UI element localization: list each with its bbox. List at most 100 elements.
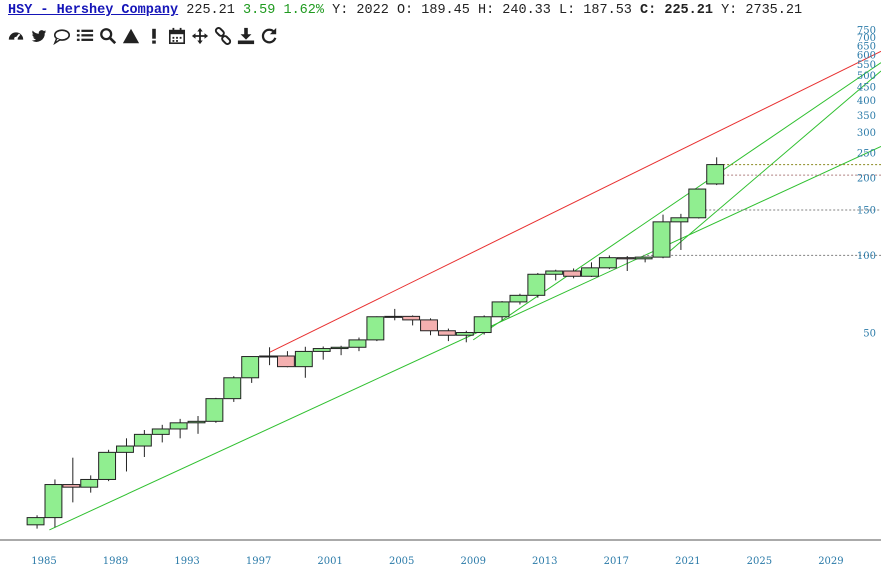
comment-icon[interactable]: [52, 26, 72, 46]
candle: [563, 268, 582, 279]
candle: [151, 424, 170, 443]
candle-body: [455, 332, 474, 336]
candle-body: [151, 428, 170, 435]
candle-body: [277, 355, 295, 368]
x-tick-label: 2021: [675, 556, 700, 567]
candle: [473, 315, 492, 335]
move-icon[interactable]: [190, 26, 210, 46]
exclamation-icon[interactable]: [144, 26, 164, 46]
candle-body: [670, 217, 689, 223]
candle: [688, 188, 707, 219]
candle-body: [509, 294, 528, 303]
candle-body: [563, 270, 582, 277]
candle: [294, 346, 313, 378]
open-value: O: 189.45: [396, 3, 470, 18]
candle: [98, 449, 117, 482]
candle-body: [491, 301, 510, 318]
candle-body: [312, 348, 331, 352]
candle-body: [169, 422, 188, 430]
candle: [223, 376, 242, 402]
candle-body: [616, 257, 635, 260]
candle: [616, 255, 635, 272]
dashboard-icon[interactable]: [6, 26, 26, 46]
y-tick-label: 350: [857, 111, 876, 122]
candle: [527, 272, 546, 298]
candle-body: [348, 339, 367, 348]
candle-body: [294, 350, 313, 368]
candle: [80, 475, 99, 493]
list-icon[interactable]: [75, 26, 95, 46]
candle: [277, 351, 295, 368]
candle-body: [581, 267, 599, 277]
candle: [581, 262, 599, 277]
price-change-percent: 1.62%: [283, 3, 324, 18]
price-change: 3.59: [242, 3, 276, 18]
link-icon[interactable]: [213, 26, 233, 46]
period-year: Y: 2022: [332, 3, 389, 18]
y-tick-label: 650: [857, 42, 876, 53]
refresh-icon[interactable]: [259, 26, 279, 46]
x-tick-label: 2005: [389, 556, 414, 567]
twitter-icon[interactable]: [29, 26, 49, 46]
trendline-0: [269, 50, 881, 353]
candle: [706, 157, 725, 186]
close-value: 225.21: [664, 3, 713, 18]
candle-body: [366, 316, 385, 341]
candle-body: [527, 273, 546, 296]
candle: [187, 416, 206, 434]
candle: [44, 479, 63, 528]
low-value: L: 187.53: [559, 3, 632, 18]
x-tick-label: 2025: [747, 556, 772, 567]
candle-body: [330, 346, 349, 350]
candle: [598, 255, 617, 270]
candles: [26, 157, 725, 529]
candle-body: [420, 319, 438, 332]
x-tick-label: 1989: [103, 556, 128, 567]
candle-body: [437, 330, 456, 336]
y-axis: 50 100 150 200 250 300 350 400 45050055060065070…: [857, 26, 876, 340]
y-tick-label: 250: [857, 148, 876, 159]
candle-body: [116, 445, 134, 453]
toolbar: [6, 26, 279, 46]
x-tick-label: 1997: [246, 556, 271, 567]
candle-body: [545, 270, 564, 275]
candle: [133, 430, 152, 458]
download-icon[interactable]: [236, 26, 256, 46]
candle: [169, 418, 188, 439]
y-tick-label: 100: [857, 251, 876, 262]
y-tick-label: 50: [863, 328, 876, 339]
search-icon[interactable]: [98, 26, 118, 46]
candle: [330, 345, 349, 356]
candle: [437, 328, 456, 342]
y-tick-label: 550: [857, 60, 876, 71]
x-tick-label: 1985: [31, 556, 56, 567]
x-tick-label: 2009: [461, 556, 486, 567]
y-tick-label: 700: [857, 33, 876, 44]
calendar-icon[interactable]: [167, 26, 187, 46]
candle: [491, 301, 510, 321]
candle: [670, 213, 689, 250]
candle-body: [688, 188, 707, 219]
candle-body: [402, 315, 421, 321]
candle: [366, 316, 385, 342]
candle-body: [80, 478, 99, 488]
candle-body: [26, 517, 45, 526]
warning-icon[interactable]: [121, 26, 141, 46]
trendline-2: [472, 62, 881, 341]
trendlines: [49, 50, 881, 531]
symbol-link[interactable]: HSY - Hershey Company: [8, 3, 179, 18]
candle: [348, 337, 367, 352]
last-price: 225.21: [186, 3, 235, 18]
y-tick-label: 300: [857, 128, 876, 139]
close-label: C:: [640, 3, 657, 18]
candle-body: [634, 256, 653, 260]
x-tick-label: 2013: [532, 556, 557, 567]
candle: [312, 346, 331, 360]
candle: [402, 315, 421, 326]
candle-body: [62, 484, 81, 488]
candle-body: [384, 315, 403, 318]
candle-body: [706, 164, 725, 185]
candle-body: [44, 484, 63, 519]
candle: [241, 356, 260, 383]
